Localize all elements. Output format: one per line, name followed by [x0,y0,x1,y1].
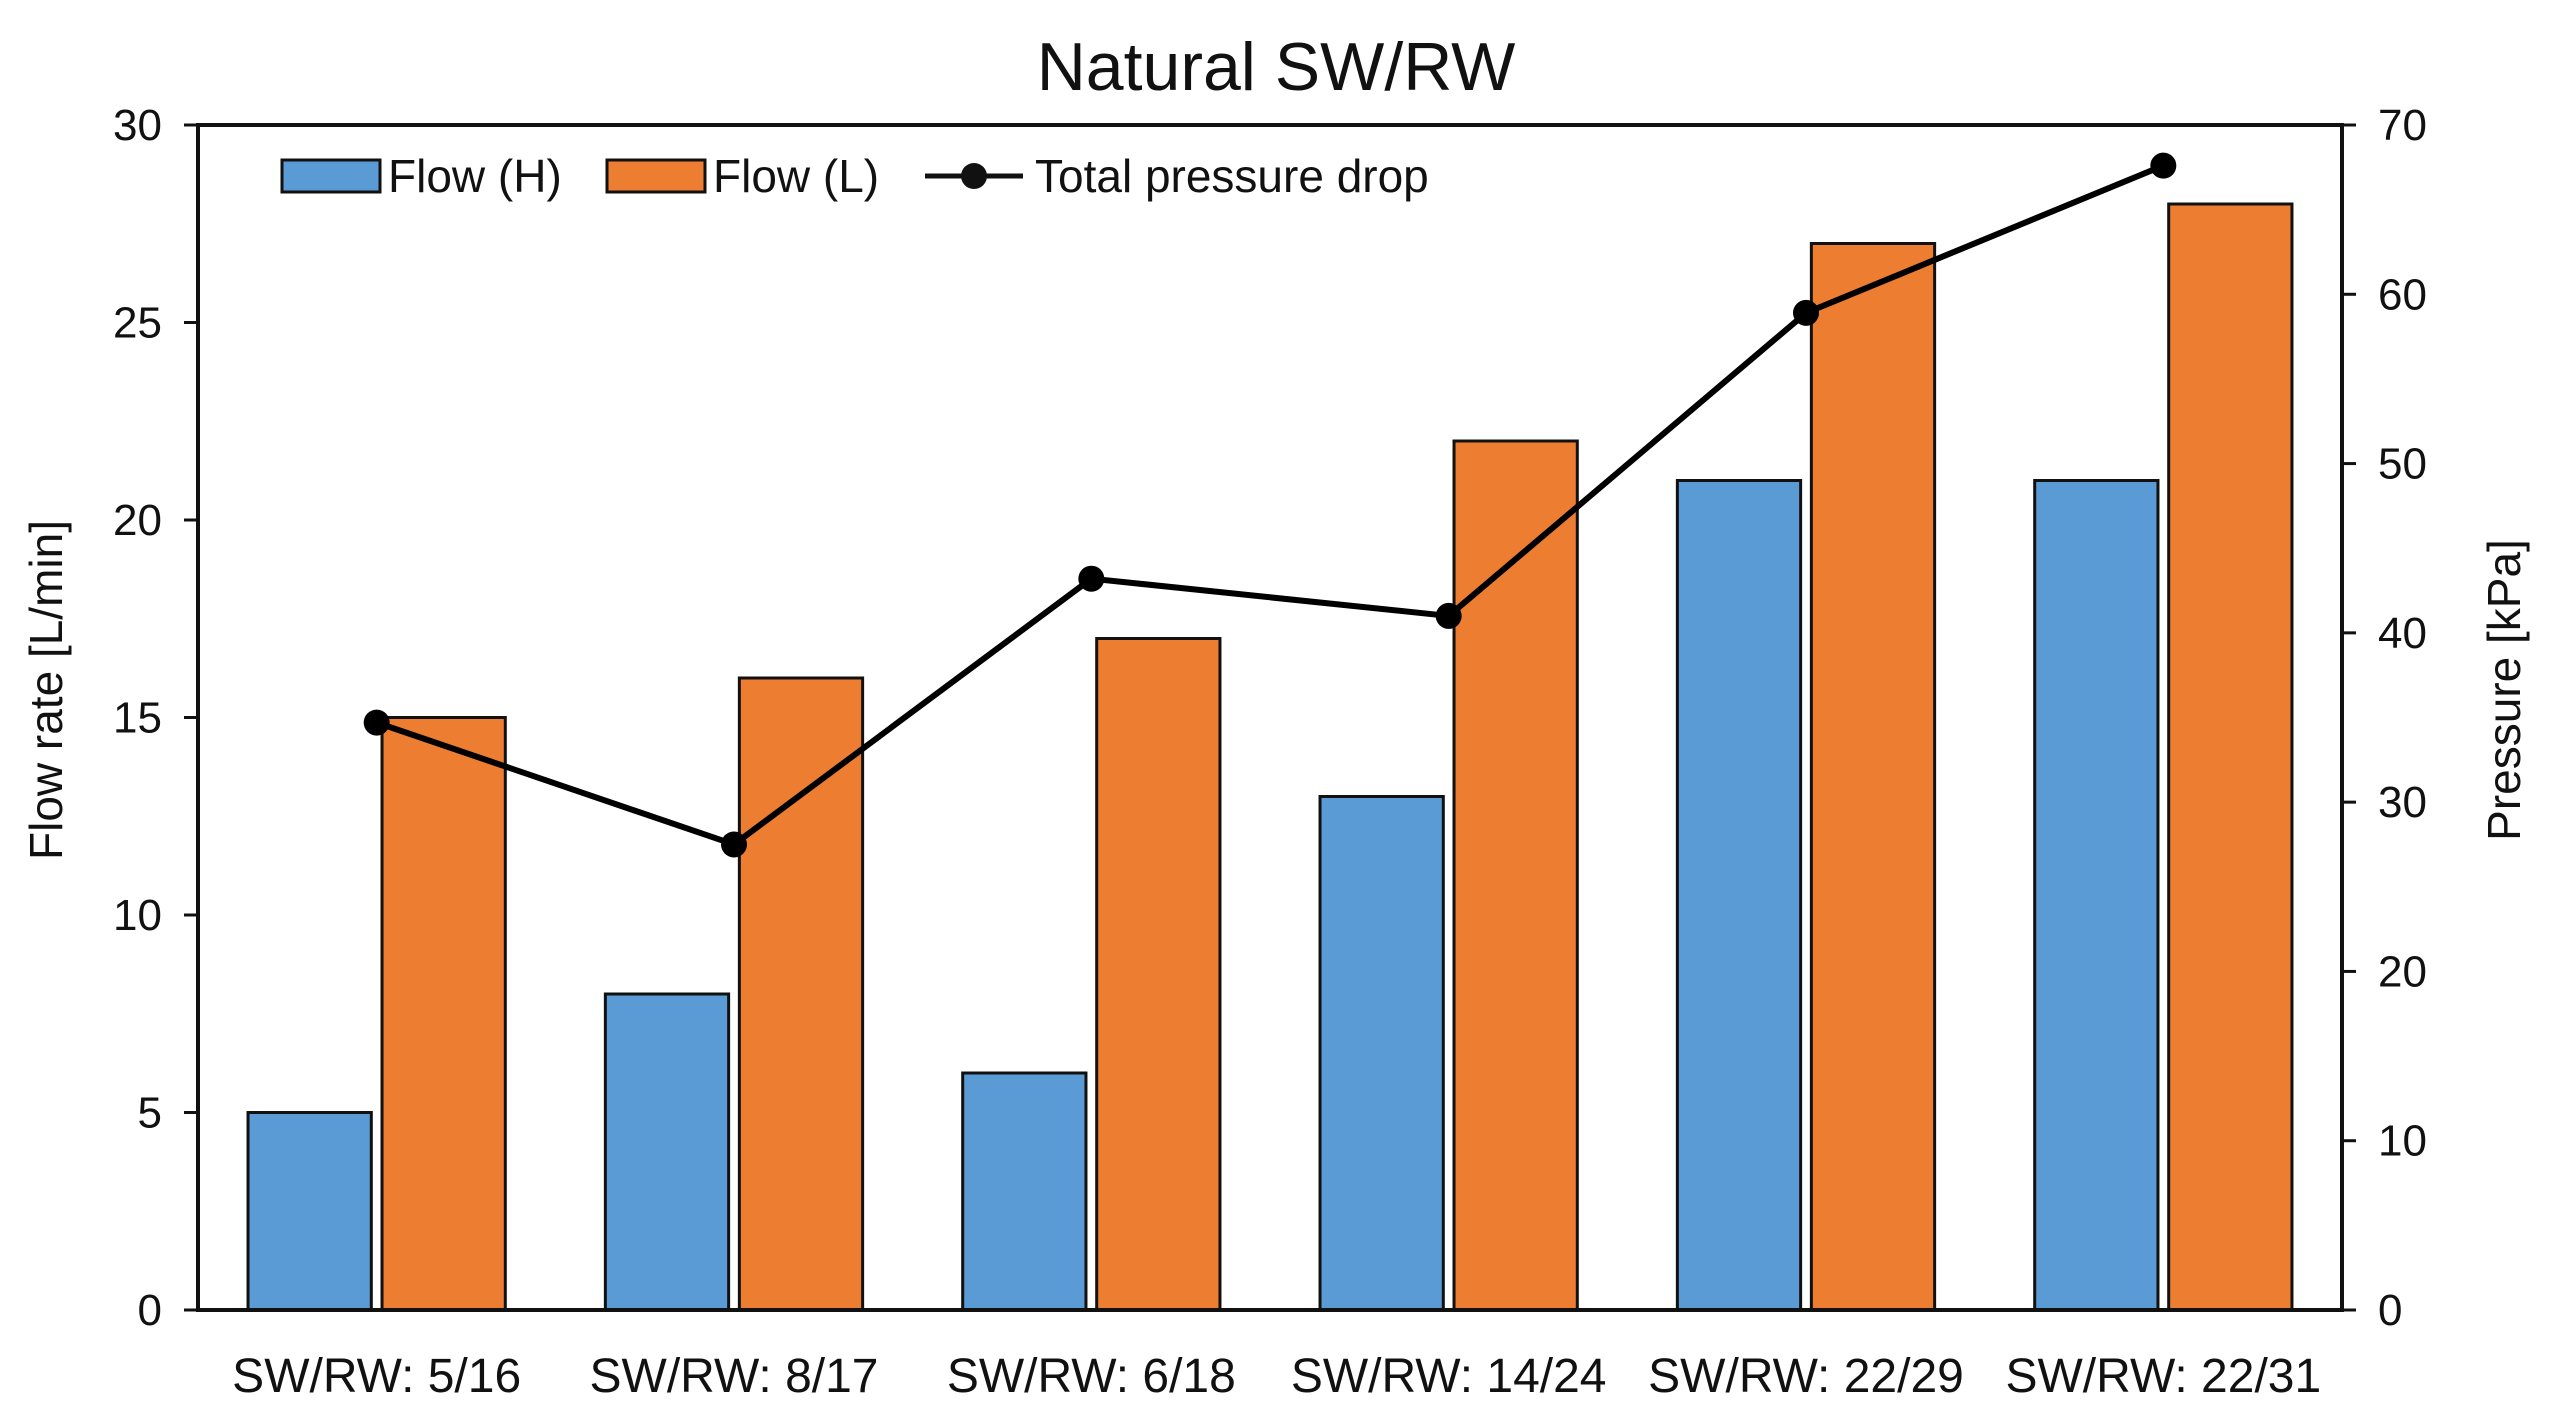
x-tick-label: SW/RW: 22/29 [1648,1350,1964,1403]
x-tick-label: SW/RW: 8/17 [590,1350,879,1403]
x-tick-label: SW/RW: 14/24 [1291,1350,1607,1403]
bar-flow-l-1 [380,716,507,1312]
y2-tick-label: 40 [2378,609,2427,658]
plot-frame [196,123,2344,1312]
pressure-point-2 [721,831,747,858]
y-tick-label: 20 [113,496,162,545]
bar-flow-l-6 [2167,202,2294,1312]
y2-tick-label: 20 [2378,947,2427,996]
y-tick-label: 5 [138,1089,162,1138]
chart-title: Natural SW/RW [1037,29,1516,105]
y-tick-label: 15 [113,694,162,743]
bar-flow-l-5 [1809,242,1937,1312]
bar-flow-h-3 [961,1071,1088,1312]
y2-tick-label: 70 [2378,101,2427,150]
left-axis: 0 5 10 15 20 25 30 [113,101,198,1335]
y2-tick-label: 10 [2378,1117,2427,1166]
bar-flow-h-1 [246,1111,373,1312]
x-axis: SW/RW: 5/16 SW/RW: 8/17 SW/RW: 6/18 SW/RW: … [232,1350,2321,1403]
plot-area [246,152,2294,1312]
y-axis-label: Flow rate [L/min] [20,520,72,860]
legend-marker-pressure [961,163,987,189]
x-tick-label: SW/RW: 22/31 [2005,1350,2321,1403]
bar-flow-h-5 [1675,479,1803,1312]
y2-axis-label: Pressure [kPa] [2478,539,2530,841]
y2-tick-label: 0 [2378,1286,2402,1335]
y2-tick-label: 50 [2378,440,2427,489]
bar-flow-l-3 [1095,637,1222,1312]
legend-label-flow-l: Flow (L) [713,150,879,202]
bar-flow-l-4 [1452,439,1579,1312]
x-tick-label: SW/RW: 6/18 [947,1350,1236,1403]
bar-flow-h-4 [1318,795,1445,1312]
pressure-point-3 [1078,565,1105,592]
pressure-point-4 [1435,602,1462,629]
bar-flow-h-2 [603,992,731,1312]
pressure-point-6 [2150,152,2177,179]
y-tick-label: 30 [113,101,162,150]
y-tick-label: 25 [113,299,162,348]
legend-swatch-flow-l [605,158,707,194]
right-axis: 0 10 20 30 40 50 60 70 [2342,101,2427,1335]
pressure-point-5 [1793,299,1819,326]
y2-tick-label: 30 [2378,778,2427,827]
legend: Flow (H) Flow (L) Total pressure drop [280,150,1429,202]
bar-flow-h-6 [2033,479,2160,1312]
y2-tick-label: 60 [2378,270,2427,319]
bar-flow-l-2 [737,676,865,1312]
x-tick-label: SW/RW: 5/16 [232,1350,521,1403]
pressure-line [375,162,2165,848]
legend-label-flow-h: Flow (H) [388,150,562,202]
legend-label-pressure: Total pressure drop [1035,150,1429,202]
legend-swatch-flow-h [280,158,382,194]
y-tick-label: 10 [113,891,162,940]
y-tick-label: 0 [138,1286,162,1335]
pressure-point-1 [363,709,390,736]
